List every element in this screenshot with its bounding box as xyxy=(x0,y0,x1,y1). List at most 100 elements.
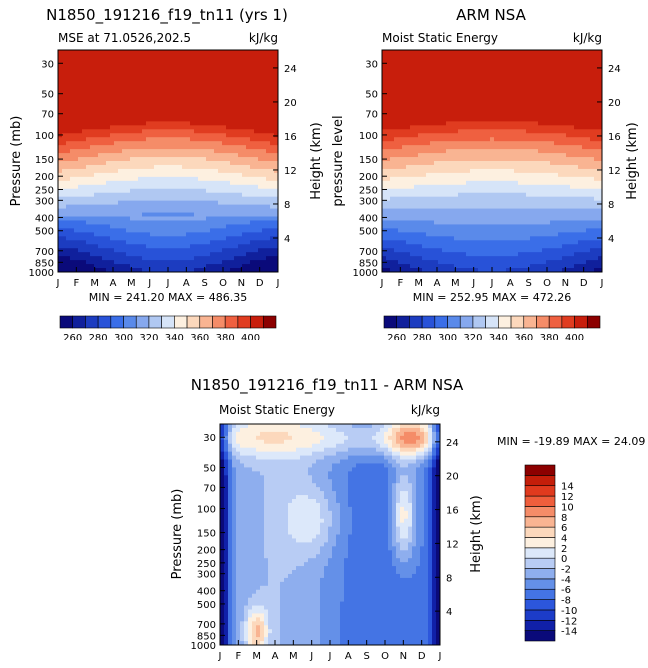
contour-cell xyxy=(190,240,195,245)
contour-cell xyxy=(238,172,243,178)
contour-cell xyxy=(254,228,259,233)
contour-cell xyxy=(130,77,135,83)
contour-cell xyxy=(498,248,503,253)
contour-cell xyxy=(78,196,83,202)
contour-cell xyxy=(178,145,183,150)
x-tick-label: J xyxy=(56,278,60,289)
contour-cell xyxy=(66,97,71,103)
contour-cell xyxy=(70,204,75,210)
contour-cell xyxy=(254,216,259,222)
contour-cell xyxy=(482,129,487,134)
contour-cell xyxy=(194,73,199,79)
contour-cell xyxy=(234,244,239,249)
colorbar-swatch xyxy=(72,315,86,329)
contour-cell xyxy=(146,89,151,95)
contour-cell xyxy=(214,93,219,99)
contour-cell xyxy=(190,268,195,272)
contour-cell xyxy=(130,240,135,245)
contour-cell xyxy=(258,117,263,122)
contour-cell xyxy=(426,212,431,218)
contour-cell xyxy=(502,101,507,107)
contour-cell xyxy=(122,224,127,229)
contour-cell xyxy=(430,77,435,83)
contour-cell xyxy=(434,192,439,198)
contour-cell xyxy=(386,224,391,229)
contour-cell xyxy=(186,212,191,218)
contour-cell xyxy=(106,69,111,75)
contour-cell xyxy=(474,228,479,233)
contour-cell xyxy=(126,236,131,241)
contour-cell xyxy=(234,192,239,198)
contour-cell xyxy=(98,244,103,249)
contour-cell xyxy=(154,176,159,182)
contour-cell xyxy=(234,61,239,67)
contour-cell xyxy=(214,113,219,118)
contour-cell xyxy=(102,133,107,138)
contour-cell xyxy=(86,61,91,67)
contour-cell xyxy=(430,236,435,241)
contour-cell xyxy=(450,121,455,126)
contour-cell xyxy=(242,161,247,166)
contour-cell xyxy=(86,188,91,194)
contour-cell xyxy=(426,224,431,229)
contour-cell xyxy=(166,172,171,178)
contour-cell xyxy=(258,184,263,190)
contour-cell xyxy=(178,232,183,237)
contour-cell xyxy=(90,73,95,79)
contour-cell xyxy=(106,208,111,214)
contour-cell xyxy=(198,65,203,71)
contour-cell xyxy=(482,93,487,99)
contour-cell xyxy=(118,105,123,111)
contour-cell xyxy=(434,81,439,87)
contour-cell xyxy=(254,133,259,138)
contour-cell xyxy=(210,161,215,166)
contour-cell xyxy=(118,161,123,166)
contour-cell xyxy=(494,61,499,67)
contour-cell xyxy=(270,180,275,186)
contour-cell xyxy=(406,65,411,71)
contour-cell xyxy=(242,216,247,222)
contour-cell xyxy=(458,141,463,146)
contour-cell xyxy=(426,141,431,146)
contour-cell xyxy=(382,109,387,115)
contour-cell xyxy=(482,113,487,118)
contour-cell xyxy=(198,264,203,269)
contour-cell xyxy=(142,180,147,186)
contour-cell xyxy=(202,157,207,162)
contour-cell xyxy=(450,236,455,241)
contour-cell xyxy=(442,168,447,174)
contour-cell xyxy=(266,117,271,122)
contour-cell xyxy=(114,149,119,154)
contour-cell xyxy=(218,164,223,170)
contour-cell xyxy=(130,149,135,154)
contour-cell xyxy=(114,232,119,237)
contour-cell xyxy=(186,93,191,99)
contour-cell xyxy=(410,65,415,71)
contour-cell xyxy=(198,224,203,229)
contour-cell xyxy=(162,97,167,103)
contour-cell xyxy=(442,208,447,214)
contour-cell xyxy=(82,97,87,103)
contour-cell xyxy=(398,216,403,222)
contour-cell xyxy=(238,208,243,214)
contour-cell xyxy=(178,57,183,63)
contour-cell xyxy=(458,264,463,269)
contour-cell xyxy=(206,145,211,150)
contour-cell xyxy=(242,57,247,63)
contour-cell xyxy=(62,256,67,261)
contour-cell xyxy=(110,121,115,126)
contour-cell xyxy=(74,53,79,59)
contour-cell xyxy=(250,168,255,174)
contour-cell xyxy=(230,105,235,111)
contour-cell xyxy=(194,61,199,67)
contour-cell xyxy=(90,133,95,138)
contour-cell xyxy=(66,113,71,118)
contour-cell xyxy=(162,192,167,198)
contour-cell xyxy=(186,264,191,269)
contour-cell xyxy=(434,113,439,118)
contour-cell xyxy=(466,208,471,214)
contour-cell xyxy=(186,168,191,174)
contour-cell xyxy=(102,224,107,229)
contour-cell xyxy=(146,50,151,55)
contour-cell xyxy=(134,117,139,122)
